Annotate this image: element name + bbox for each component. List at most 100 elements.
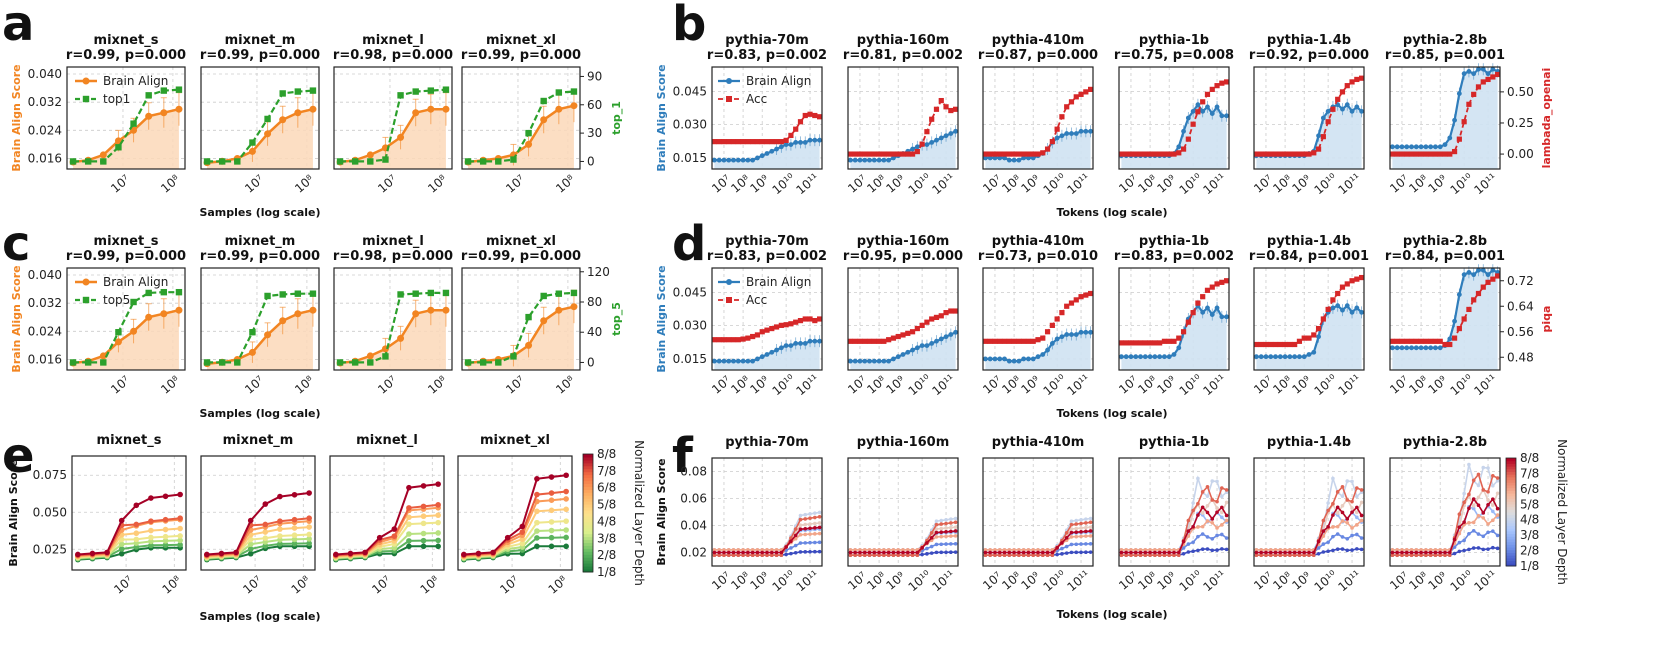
data-point	[1404, 338, 1410, 344]
data-point	[406, 538, 412, 544]
x-tick-label: 10⁷	[108, 373, 133, 397]
data-point	[1044, 329, 1051, 335]
data-point	[1001, 338, 1008, 344]
data-point	[1153, 550, 1157, 555]
data-point	[857, 338, 863, 344]
data-point	[1462, 538, 1466, 543]
data-point	[808, 526, 812, 531]
x-tick-label: 10¹¹	[793, 567, 821, 594]
data-point	[793, 527, 798, 531]
colorbar-segment	[1506, 512, 1516, 516]
data-point	[949, 534, 953, 538]
data-point	[203, 359, 211, 366]
data-point	[1467, 547, 1471, 552]
data-point	[1259, 548, 1263, 552]
axes-frame	[461, 267, 581, 371]
data-point	[1292, 548, 1297, 552]
data-point	[716, 337, 722, 343]
data-point	[876, 151, 882, 157]
data-point	[366, 151, 374, 159]
data-point	[1059, 310, 1065, 316]
data-point	[886, 151, 892, 157]
data-point	[177, 515, 183, 521]
data-point	[793, 550, 798, 555]
data-point	[1055, 552, 1059, 557]
data-point	[1273, 548, 1278, 552]
subplot-title: mixnet_xl	[480, 433, 550, 448]
data-point	[1354, 76, 1360, 83]
data-point	[847, 151, 853, 157]
colorbar-segment	[583, 545, 593, 549]
data-point	[1389, 345, 1395, 351]
data-point	[1495, 546, 1500, 551]
data-point	[262, 501, 269, 507]
data-point	[1481, 488, 1486, 492]
data-point	[1176, 150, 1182, 156]
data-point	[420, 520, 427, 527]
data-point	[540, 116, 548, 124]
data-point	[886, 358, 892, 364]
colorbar-segment	[583, 513, 593, 517]
data-point	[1443, 550, 1447, 555]
area-fill	[1392, 270, 1498, 370]
data-point	[1073, 297, 1079, 303]
y-tick-label: 0.06	[680, 492, 707, 506]
data-point	[741, 553, 745, 557]
x-tick-label: 10⁸	[158, 373, 183, 397]
data-point	[1344, 281, 1350, 287]
data-point	[1007, 548, 1012, 552]
data-point	[1335, 490, 1340, 494]
data-point	[1171, 151, 1177, 157]
data-point	[1399, 338, 1405, 344]
data-point	[69, 359, 77, 366]
data-point	[858, 553, 862, 557]
data-point	[1495, 506, 1500, 511]
data-point	[852, 151, 858, 157]
data-point	[813, 521, 817, 526]
area-fill	[985, 131, 1091, 169]
data-point	[1152, 151, 1158, 157]
x-tick-label: 10¹¹	[929, 371, 957, 398]
pythia-subplot: pythia-2.8br=0.85, p=0.00110⁷10⁸10⁹10¹⁰1…	[1385, 33, 1553, 197]
data-point	[1138, 548, 1143, 552]
data-point	[721, 139, 727, 145]
y-axis-label: Brain Align Score	[10, 64, 23, 171]
data-point	[1394, 345, 1400, 351]
data-point	[1064, 551, 1069, 555]
data-point	[760, 553, 765, 557]
data-point	[525, 129, 532, 137]
data-point	[910, 550, 915, 555]
data-point	[755, 155, 760, 161]
x-tick-label: 10¹¹	[929, 170, 957, 197]
data-point	[817, 549, 822, 554]
data-point	[1258, 341, 1264, 348]
data-point	[148, 538, 154, 545]
data-point	[1349, 278, 1355, 284]
data-point	[1288, 550, 1292, 555]
x-tick-label: 10⁹	[1154, 373, 1179, 397]
area-fill	[1256, 305, 1362, 370]
data-point	[1172, 553, 1176, 557]
data-point	[1395, 550, 1399, 555]
colorbar-segment	[1506, 501, 1516, 505]
data-point	[1220, 523, 1224, 527]
layer-line	[1256, 485, 1362, 556]
data-point	[779, 553, 784, 557]
data-point	[1196, 476, 1200, 481]
data-point	[1214, 104, 1220, 110]
data-point	[982, 155, 988, 161]
data-point	[1157, 340, 1163, 346]
data-point	[570, 102, 578, 110]
data-point	[872, 548, 877, 552]
data-point	[919, 141, 925, 147]
data-point	[1157, 354, 1163, 360]
pythia-subplot: pythia-1.4br=0.84, p=0.00110⁷10⁸10⁹10¹⁰1…	[1249, 234, 1369, 398]
x-tick-label: 10¹⁰	[1041, 567, 1069, 594]
data-point	[1443, 553, 1447, 557]
data-point	[1354, 305, 1360, 311]
x-tick-label: 10¹¹	[793, 371, 821, 398]
data-point	[1491, 518, 1495, 523]
data-point	[1040, 553, 1045, 557]
data-point	[1264, 550, 1268, 555]
